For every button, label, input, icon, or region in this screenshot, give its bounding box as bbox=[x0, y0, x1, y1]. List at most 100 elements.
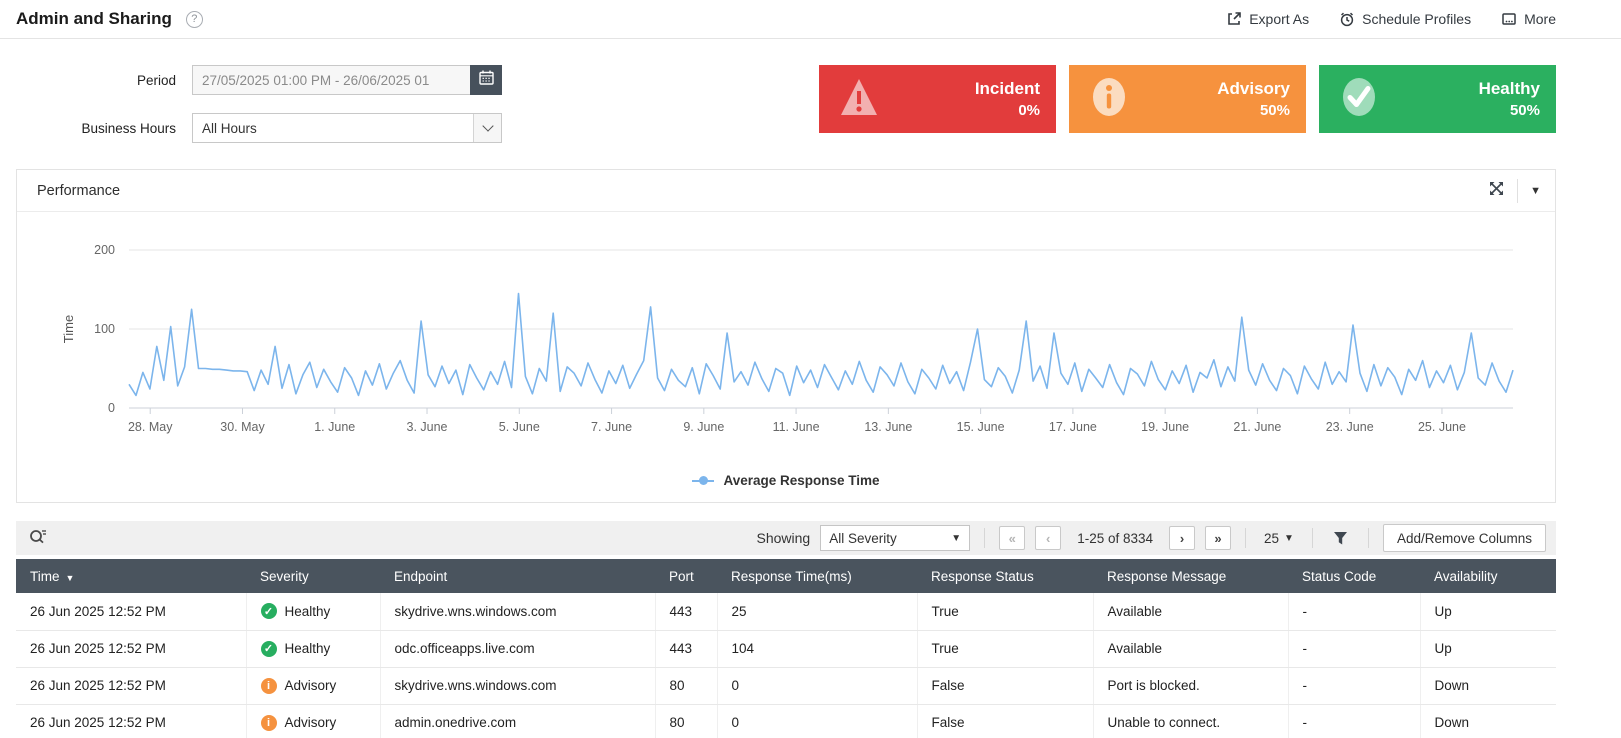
column-header-status-code: Status Code bbox=[1288, 559, 1420, 593]
cell-severity: i Advisory bbox=[246, 667, 381, 705]
sort-caret-icon: ▼ bbox=[65, 572, 75, 583]
advisory-card[interactable]: Advisory 50% bbox=[1069, 65, 1306, 133]
svg-text:28. May: 28. May bbox=[128, 420, 173, 434]
pagination-prev-button[interactable]: ‹ bbox=[1035, 526, 1062, 550]
period-input[interactable]: 27/05/2025 01:00 PM - 26/06/2025 01 bbox=[192, 65, 470, 95]
cell-response-status: False bbox=[917, 667, 1094, 705]
chevron-down-icon: ▼ bbox=[951, 532, 962, 544]
table-row: 26 Jun 2025 12:52 PM i Advisory skydrive.wn… bbox=[16, 667, 1556, 705]
cell-response-status: True bbox=[917, 593, 1094, 631]
performance-panel: Performance ▼ 0 100 200 Time 28. May 30. May 1… bbox=[16, 169, 1556, 503]
cell-availability: Down bbox=[1420, 667, 1556, 705]
cell-response-message: Unable to connect. bbox=[1093, 704, 1289, 738]
pagination-last-button[interactable]: » bbox=[1205, 526, 1231, 550]
more-icon bbox=[1501, 11, 1517, 27]
svg-text:25. June: 25. June bbox=[1418, 420, 1466, 434]
cell-severity: ✓ Healthy bbox=[246, 630, 381, 668]
cell-availability: Down bbox=[1420, 704, 1556, 738]
column-header-response-message: Response Message bbox=[1093, 559, 1288, 593]
panel-menu-caret-icon[interactable]: ▼ bbox=[1530, 184, 1541, 197]
healthy-status-icon: ✓ bbox=[260, 640, 277, 657]
cell-status-code: - bbox=[1288, 593, 1421, 631]
performance-panel-title: Performance bbox=[37, 182, 121, 199]
legend-marker-icon bbox=[692, 476, 715, 486]
column-header-response-time: Response Time(ms) bbox=[717, 559, 917, 593]
cell-status-code: - bbox=[1288, 704, 1421, 738]
table-toolbar: Showing All Severity ▼ « ‹ 1-25 of 8334 … bbox=[16, 521, 1556, 555]
healthy-status-icon: ✓ bbox=[260, 603, 277, 620]
cell-response-status: True bbox=[917, 630, 1094, 668]
info-icon bbox=[1087, 75, 1131, 124]
help-icon[interactable]: ? bbox=[185, 10, 203, 28]
schedule-profiles-button[interactable]: Schedule Profiles bbox=[1339, 11, 1471, 27]
cell-response-time: 0 bbox=[717, 667, 918, 705]
add-remove-columns-button[interactable]: Add/Remove Columns bbox=[1382, 524, 1546, 552]
calendar-button[interactable] bbox=[470, 65, 502, 95]
svg-text:15. June: 15. June bbox=[957, 420, 1005, 434]
pagination-range: 1-25 of 8334 bbox=[1077, 530, 1153, 546]
healthy-card[interactable]: Healthy 50% bbox=[1319, 65, 1556, 133]
incident-card[interactable]: Incident 0% bbox=[819, 65, 1056, 133]
cell-availability: Up bbox=[1420, 630, 1556, 668]
cell-port: 80 bbox=[655, 704, 718, 738]
business-hours-select[interactable]: All Hours bbox=[192, 113, 502, 143]
cell-port: 80 bbox=[655, 667, 718, 705]
cell-severity: ✓ Healthy bbox=[246, 593, 381, 631]
column-header-endpoint: Endpoint bbox=[380, 559, 655, 593]
advisory-status-icon: i bbox=[260, 677, 277, 694]
cell-response-time: 104 bbox=[717, 630, 918, 668]
cell-endpoint: admin.onedrive.com bbox=[380, 704, 656, 738]
svg-text:23. June: 23. June bbox=[1326, 420, 1374, 434]
svg-text:21. June: 21. June bbox=[1233, 420, 1281, 434]
svg-text:17. June: 17. June bbox=[1049, 420, 1097, 434]
cell-response-message: Available bbox=[1093, 593, 1289, 631]
cell-severity: i Advisory bbox=[246, 704, 381, 738]
check-icon bbox=[1337, 75, 1381, 124]
cell-availability: Up bbox=[1420, 593, 1556, 631]
schedule-icon bbox=[1339, 11, 1355, 27]
cell-status-code: - bbox=[1288, 630, 1421, 668]
top-bar: Admin and Sharing ? Export As Schedule P… bbox=[0, 0, 1621, 39]
chevron-down-icon: ▼ bbox=[1284, 532, 1294, 544]
svg-text:9. June: 9. June bbox=[683, 420, 724, 434]
more-button[interactable]: More bbox=[1501, 11, 1556, 27]
expand-icon[interactable] bbox=[1488, 180, 1505, 202]
cell-port: 443 bbox=[655, 630, 718, 668]
page-size-select[interactable]: 25 ▼ bbox=[1264, 530, 1294, 546]
severity-filter-select[interactable]: All Severity ▼ bbox=[820, 525, 971, 551]
svg-text:30. May: 30. May bbox=[220, 420, 265, 434]
showing-label: Showing bbox=[756, 530, 811, 546]
cell-status-code: - bbox=[1288, 667, 1421, 705]
cell-response-time: 0 bbox=[717, 704, 918, 738]
table-row: 26 Jun 2025 12:52 PM ✓ Healthy skydrive.wns… bbox=[16, 593, 1556, 631]
cell-port: 443 bbox=[655, 593, 718, 631]
warning-triangle-icon bbox=[837, 75, 881, 124]
svg-text:0: 0 bbox=[108, 401, 115, 415]
pagination-next-button[interactable]: › bbox=[1169, 526, 1195, 550]
table-header-row: Time ▼ Severity Endpoint Port Response Ti… bbox=[16, 559, 1556, 593]
column-header-time[interactable]: Time ▼ bbox=[16, 559, 246, 593]
legend-label: Average Response Time bbox=[723, 473, 880, 488]
svg-text:19. June: 19. June bbox=[1141, 420, 1189, 434]
search-icon[interactable] bbox=[28, 526, 48, 551]
cell-endpoint: odc.officeapps.live.com bbox=[380, 630, 656, 668]
cell-response-message: Port is blocked. bbox=[1093, 667, 1289, 705]
page-title: Admin and Sharing bbox=[16, 9, 172, 28]
advisory-status-icon: i bbox=[260, 714, 277, 731]
export-as-button[interactable]: Export As bbox=[1226, 11, 1309, 27]
period-label: Period bbox=[136, 72, 176, 88]
filter-funnel-icon[interactable] bbox=[1327, 531, 1354, 546]
svg-text:3. June: 3. June bbox=[407, 420, 448, 434]
pagination-first-button[interactable]: « bbox=[999, 526, 1026, 550]
svg-text:200: 200 bbox=[94, 243, 115, 257]
cell-response-time: 25 bbox=[717, 593, 918, 631]
svg-text:13. June: 13. June bbox=[864, 420, 912, 434]
export-icon bbox=[1226, 11, 1242, 27]
cell-endpoint: skydrive.wns.windows.com bbox=[380, 593, 656, 631]
calendar-icon bbox=[478, 69, 495, 91]
chart-legend[interactable]: Average Response Time bbox=[17, 467, 1555, 502]
business-hours-label: Business Hours bbox=[81, 120, 176, 136]
cell-response-message: Available bbox=[1093, 630, 1289, 668]
cell-time: 26 Jun 2025 12:52 PM bbox=[16, 630, 247, 668]
column-header-response-status: Response Status bbox=[917, 559, 1093, 593]
